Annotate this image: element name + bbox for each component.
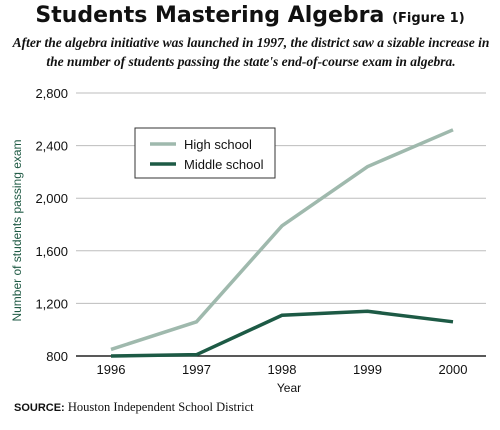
source-note: SOURCE: Houston Independent School Distr… (14, 400, 254, 415)
legend-label: Middle school (184, 157, 264, 172)
y-tick-label: 1,600 (35, 244, 68, 259)
y-axis-ticks: 800 1,200 1,600 2,000 2,400 2,800 (35, 86, 68, 364)
x-axis-label: Year (277, 381, 301, 395)
x-tick-label: 1998 (268, 362, 297, 377)
legend: High school Middle school (134, 127, 276, 179)
legend-label: High school (184, 137, 252, 152)
series-lines (110, 128, 454, 358)
x-tick-label: 2000 (439, 362, 468, 377)
x-axis-ticks: 1996 1997 1998 1999 2000 (97, 362, 468, 377)
y-tick-label: 2,800 (35, 86, 68, 101)
series-line-high-school (110, 128, 454, 352)
x-tick-label: 1997 (182, 362, 211, 377)
source-label: SOURCE: (14, 402, 65, 414)
x-tick-label: 1999 (353, 362, 382, 377)
y-tick-label: 2,000 (35, 191, 68, 206)
source-text: Houston Independent School District (67, 400, 254, 414)
y-tick-label: 1,200 (35, 296, 68, 311)
x-tick-label: 1996 (97, 362, 126, 377)
y-axis-label: Number of students passing exam (10, 139, 24, 321)
legend-box (134, 127, 276, 179)
chart-title-text: Students Mastering Algebra (35, 3, 385, 28)
chart-subtitle: After the algebra initiative was launche… (12, 35, 490, 69)
series-line-middle-school (110, 309, 454, 358)
figure-label: (Figure 1) (392, 11, 465, 26)
chart-title: Students Mastering Algebra (Figure 1) (0, 3, 500, 28)
y-tick-label: 800 (46, 349, 68, 364)
y-tick-label: 2,400 (35, 139, 68, 154)
